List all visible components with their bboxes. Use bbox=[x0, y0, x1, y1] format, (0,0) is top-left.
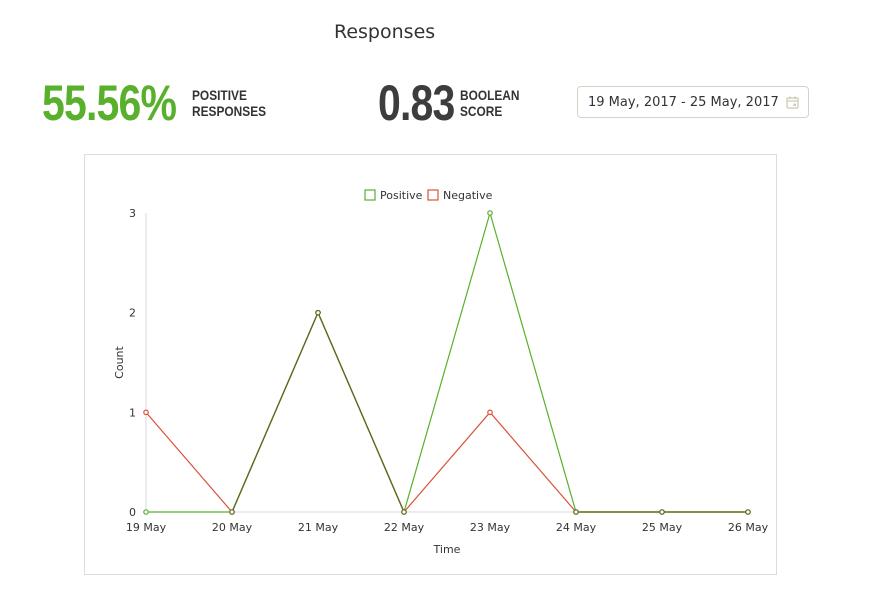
series-overlap-segment bbox=[231, 312, 319, 513]
y-axis-title: Count bbox=[113, 345, 126, 378]
point-positive bbox=[573, 509, 579, 515]
point-positive bbox=[143, 509, 149, 515]
point-positive bbox=[659, 509, 665, 515]
legend-swatch bbox=[427, 189, 439, 201]
boolean-score-label: BOOLEAN SCORE bbox=[460, 87, 520, 119]
x-tick-label: 21 May bbox=[298, 521, 339, 534]
positive-responses-metric: 55.56% POSITIVE RESPONSES bbox=[42, 76, 279, 130]
series-line-negative bbox=[145, 311, 748, 514]
responses-line-chart: 0 1 2 3 19 May 20 May 21 May 22 May 23 May 24 May… bbox=[113, 189, 769, 556]
x-tick-label: 20 May bbox=[212, 521, 253, 534]
chart-card: 0 1 2 3 19 May 20 May 21 May 22 May 23 May 24 May… bbox=[84, 154, 777, 575]
point-positive bbox=[401, 509, 407, 515]
positive-responses-value: 55.56% bbox=[42, 75, 177, 131]
point-negative bbox=[143, 409, 149, 416]
x-tick-label: 26 May bbox=[728, 521, 769, 534]
point-positive bbox=[487, 210, 493, 216]
x-axis-title: Time bbox=[433, 543, 461, 556]
point-positive bbox=[315, 309, 321, 316]
positive-responses-label-line1: POSITIVE bbox=[192, 87, 247, 103]
boolean-score-value: 0.83 bbox=[378, 75, 455, 131]
y-tick-label: 3 bbox=[129, 207, 136, 220]
x-tick-label: 23 May bbox=[470, 521, 511, 534]
legend-label: Negative bbox=[443, 189, 493, 202]
series-overlap-segment bbox=[317, 312, 405, 513]
boolean-score-label-line1: BOOLEAN bbox=[460, 87, 520, 103]
calendar-icon[interactable] bbox=[786, 96, 799, 109]
date-range-picker[interactable]: 19 May, 2017 - 25 May, 2017 bbox=[577, 86, 809, 118]
y-tick-label: 1 bbox=[129, 406, 136, 419]
series-line-positive bbox=[146, 210, 748, 514]
positive-responses-label: POSITIVE RESPONSES bbox=[192, 87, 266, 119]
x-tick-label: 22 May bbox=[384, 521, 425, 534]
date-range-value[interactable]: 19 May, 2017 - 25 May, 2017 bbox=[588, 95, 779, 110]
boolean-score-metric: 0.83 BOOLEAN SCORE bbox=[378, 76, 530, 130]
page-title: Responses bbox=[334, 21, 436, 43]
x-tick-label: 24 May bbox=[556, 521, 597, 534]
y-tick-label: 0 bbox=[129, 506, 136, 519]
boolean-score-label-line2: SCORE bbox=[460, 103, 503, 119]
x-tick-label: 19 May bbox=[126, 521, 167, 534]
legend-swatch bbox=[364, 189, 376, 201]
legend-label: Positive bbox=[380, 189, 423, 202]
y-tick-label: 2 bbox=[129, 307, 136, 320]
x-tick-label: 25 May bbox=[642, 521, 683, 534]
positive-responses-label-line2: RESPONSES bbox=[192, 103, 267, 119]
point-positive bbox=[229, 509, 235, 515]
point-positive bbox=[745, 509, 751, 515]
point-negative bbox=[487, 409, 493, 416]
